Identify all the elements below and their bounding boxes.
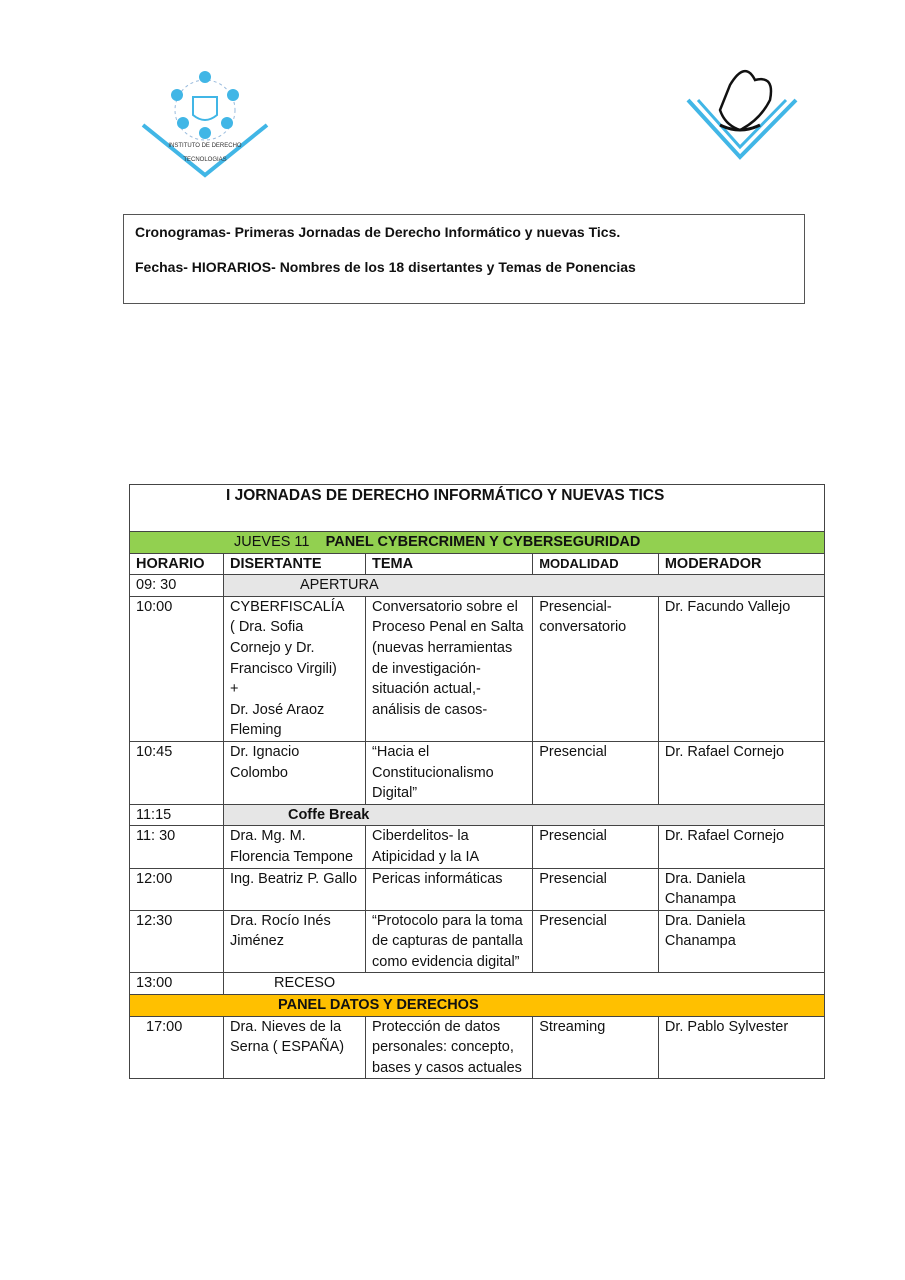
panel-header-1: JUEVES 11 PANEL CYBERCRIMEN Y CYBERSEGUR… xyxy=(129,531,825,554)
apertura-time: 09: 30 xyxy=(129,574,224,597)
table-title: I JORNADAS DE DERECHO INFORMÁTICO Y NUEV… xyxy=(129,484,825,532)
info-box: Cronogramas- Primeras Jornadas de Derech… xyxy=(123,214,805,304)
row-moderator: Dra. Daniela Chanampa xyxy=(657,867,826,911)
table-row: 12:00 Ing. Beatriz P. Gallo Pericas info… xyxy=(129,867,826,911)
row-speaker: Dra. Rocío Inés Jiménez xyxy=(222,909,367,974)
table-row: 10:00 CYBERFISCALÍA ( Dra. Sofia Cornejo… xyxy=(129,595,826,742)
row-mode: Presencial xyxy=(532,909,659,974)
row-topic: Ciberdelitos- la Atipicidad y la IA xyxy=(365,825,534,869)
row-topic: “Hacia el Constitucionalismo Digital” xyxy=(365,740,534,805)
row-time: 10:45 xyxy=(129,740,224,805)
row-moderator: Dr. Rafael Cornejo xyxy=(657,825,826,869)
row-topic: Protección de datos personales: concepto… xyxy=(365,1015,534,1080)
receso-label: RECESO xyxy=(222,972,826,996)
panel-title: PANEL CYBERCRIMEN Y CYBERSEGURIDAD xyxy=(325,534,641,550)
row-time: 11: 30 xyxy=(129,825,224,869)
row-mode: Presencial xyxy=(532,740,659,805)
info-line-2: Fechas- HIORARIOS- Nombres de los 18 dis… xyxy=(135,259,636,275)
header-moderador: MODERADOR xyxy=(657,552,826,576)
row-speaker: Dra. Mg. M. Florencia Tempone xyxy=(222,825,367,869)
row-time: 10:00 xyxy=(129,595,224,742)
day-label: JUEVES 11 xyxy=(234,534,310,550)
schedule-table: I JORNADAS DE DERECHO INFORMÁTICO Y NUEV… xyxy=(129,484,826,1080)
table-row: 17:00 Dra. Nieves de la Serna ( ESPAÑA) … xyxy=(129,1015,826,1080)
info-line-1: Cronogramas- Primeras Jornadas de Derech… xyxy=(135,224,621,240)
break-time: 11:15 xyxy=(129,803,224,827)
header-modalidad: MODALIDAD xyxy=(532,552,659,576)
table-row: 11: 30 Dra. Mg. M. Florencia Tempone Cib… xyxy=(129,825,826,869)
institute-logo: INSTITUTO DE DERECHO TECNOLOGIAS xyxy=(141,71,269,178)
receso-time: 13:00 xyxy=(129,972,224,996)
break-label: Coffe Break xyxy=(222,803,826,827)
row-time: 12:30 xyxy=(129,909,224,974)
college-logo xyxy=(686,70,798,160)
row-topic: “Protocolo para la toma de capturas de p… xyxy=(365,909,534,974)
row-speaker: Dr. Ignacio Colombo xyxy=(222,740,367,805)
row-speaker: Dra. Nieves de la Serna ( ESPAÑA) xyxy=(222,1015,367,1080)
row-mode: Streaming xyxy=(532,1015,659,1080)
row-time: 17:00 xyxy=(129,1015,224,1080)
row-topic: Conversatorio sobre el Proceso Penal en … xyxy=(365,595,534,742)
table-row: 12:30 Dra. Rocío Inés Jiménez “Protocolo… xyxy=(129,909,826,974)
row-moderator: Dr. Pablo Sylvester xyxy=(657,1015,826,1080)
header-tema: TEMA xyxy=(365,552,534,576)
header-disertante: DISERTANTE xyxy=(222,552,367,576)
svg-text:TECNOLOGIAS: TECNOLOGIAS xyxy=(183,157,226,163)
row-time: 12:00 xyxy=(129,867,224,911)
row-mode: Presencial xyxy=(532,825,659,869)
svg-text:INSTITUTO DE DERECHO: INSTITUTO DE DERECHO xyxy=(168,143,242,149)
row-topic: Pericas informáticas xyxy=(365,867,534,911)
row-speaker: Ing. Beatriz P. Gallo xyxy=(222,867,367,911)
row-speaker: CYBERFISCALÍA ( Dra. Sofia Cornejo y Dr.… xyxy=(222,595,367,742)
apertura-label: APERTURA xyxy=(222,574,826,597)
row-mode: Presencial- conversatorio xyxy=(532,595,659,742)
row-moderator: Dr. Rafael Cornejo xyxy=(657,740,826,805)
row-moderator: Dr. Facundo Vallejo xyxy=(657,595,826,742)
header-horario: HORARIO xyxy=(129,552,224,576)
row-mode: Presencial xyxy=(532,867,659,911)
table-row: 10:45 Dr. Ignacio Colombo “Hacia el Cons… xyxy=(129,740,826,805)
panel-header-2: PANEL DATOS Y DERECHOS xyxy=(129,994,825,1017)
row-moderator: Dra. Daniela Chanampa xyxy=(657,909,826,974)
